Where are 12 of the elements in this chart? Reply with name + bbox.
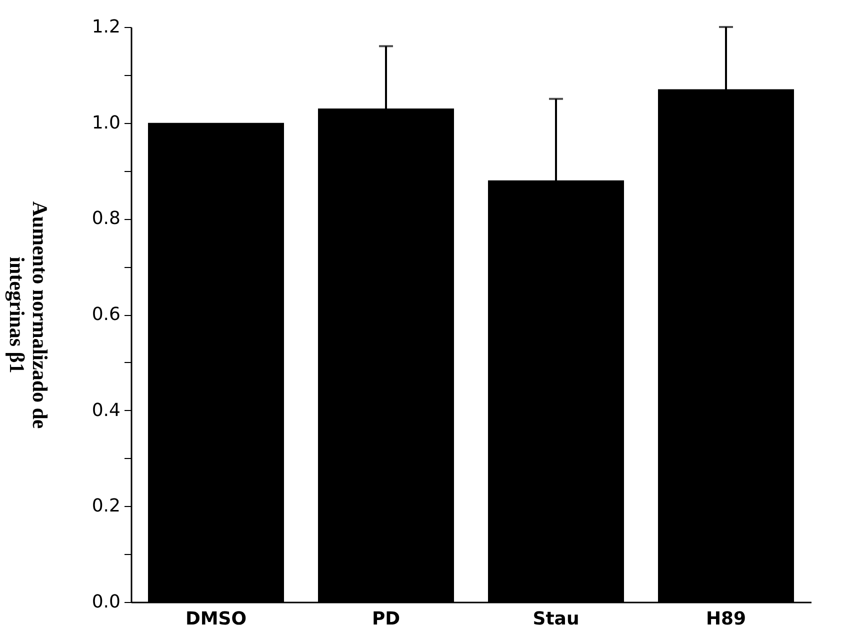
y-tick-label: 0.6 xyxy=(92,304,120,325)
y-axis-title: Aumento normalizado de integrinas β1 xyxy=(4,201,52,429)
y-tick-label: 0.2 xyxy=(92,496,120,517)
y-tick-label: 0.4 xyxy=(92,400,120,421)
x-tick-label: Stau xyxy=(532,608,580,630)
y-tick-label: 0.8 xyxy=(92,208,120,230)
y-tick-label: 1.2 xyxy=(92,16,120,38)
x-tick-label: PD xyxy=(372,608,400,630)
y-tick-label: 0.0 xyxy=(92,592,120,612)
x-tick-label: H89 xyxy=(706,608,746,630)
x-tick-label: DMSO xyxy=(185,608,247,630)
y-tick-label: 1.0 xyxy=(92,112,120,134)
